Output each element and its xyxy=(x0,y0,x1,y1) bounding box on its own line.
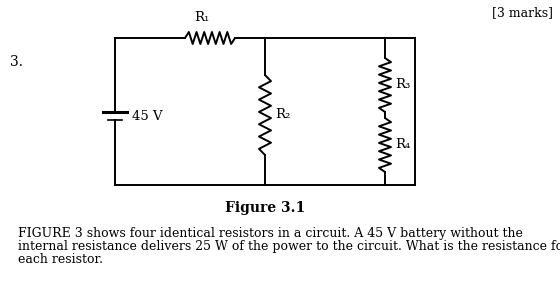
Text: internal resistance delivers 25 W of the power to the circuit. What is the resis: internal resistance delivers 25 W of the… xyxy=(18,240,560,253)
Text: [3 marks]: [3 marks] xyxy=(492,6,553,19)
Text: 45 V: 45 V xyxy=(132,110,162,123)
Text: R₂: R₂ xyxy=(275,108,291,121)
Text: each resistor.: each resistor. xyxy=(18,253,103,266)
Text: R₃: R₃ xyxy=(395,79,410,92)
Text: R₁: R₁ xyxy=(194,11,209,24)
Text: 3.: 3. xyxy=(10,55,23,69)
Text: Figure 3.1: Figure 3.1 xyxy=(225,201,305,215)
Text: FIGURE 3 shows four identical resistors in a circuit. A 45 V battery without the: FIGURE 3 shows four identical resistors … xyxy=(18,227,523,240)
Text: R₄: R₄ xyxy=(395,138,410,151)
